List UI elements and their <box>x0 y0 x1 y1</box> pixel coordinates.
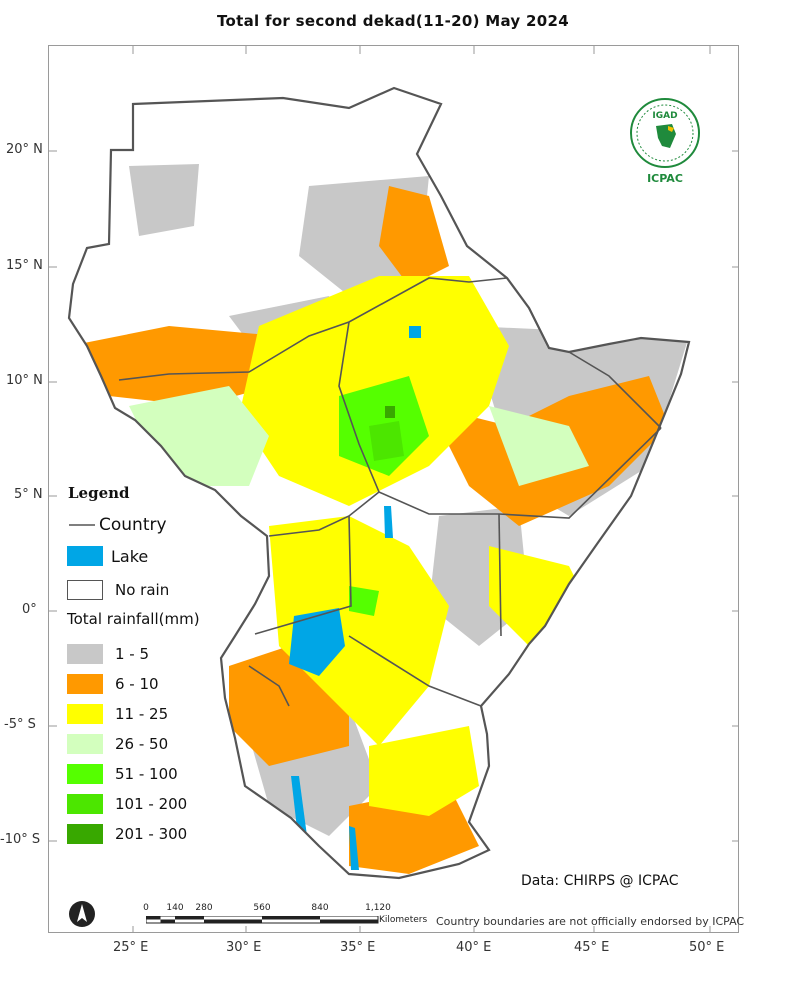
legend-country-label: Country <box>99 515 167 535</box>
class-label: 11 - 25 <box>115 705 169 723</box>
igad-logo-text: IGAD <box>652 111 677 121</box>
lon-label-45e: 45° E <box>574 940 610 955</box>
legend-lake-label: Lake <box>111 547 149 566</box>
lon-label-30e: 30° E <box>226 940 262 955</box>
logo-caption: ICPAC <box>647 172 683 185</box>
scale-tick: 1,120 <box>365 903 391 913</box>
lon-label-35e: 35° E <box>340 940 376 955</box>
boundary-disclaimer: Country boundaries are not officially en… <box>436 915 745 928</box>
north-arrow-icon <box>69 901 95 927</box>
class-swatch <box>67 704 103 724</box>
scale-bar-graphic <box>146 916 379 924</box>
class-swatch <box>67 734 103 754</box>
legend-rainfall-heading: Total rainfall(mm) <box>67 610 200 628</box>
class-swatch <box>67 764 103 784</box>
country-line-icon <box>69 524 95 526</box>
class-label: 6 - 10 <box>115 675 159 693</box>
lake-swatch <box>67 546 103 566</box>
class-label: 1 - 5 <box>115 645 150 663</box>
scale-tick: 280 <box>195 903 213 913</box>
class-swatch <box>67 794 103 814</box>
lat-label-5n: 5° N <box>14 487 43 502</box>
lon-label-25e: 25° E <box>113 940 149 955</box>
class-swatch <box>67 824 103 844</box>
rainfall-map <box>49 46 738 932</box>
lon-label-40e: 40° E <box>456 940 492 955</box>
lon-label-50e: 50° E <box>689 940 725 955</box>
scale-tick: 0 <box>143 903 149 913</box>
scale-bar: 0 140 280 560 840 1,120 Kilometers <box>140 903 440 929</box>
lat-label-15n: 15° N <box>6 258 43 273</box>
scale-unit: Kilometers <box>379 915 428 925</box>
class-swatch <box>67 674 103 694</box>
legend-no-rain-label: No rain <box>115 581 170 599</box>
legend-title: Legend <box>68 484 130 502</box>
lat-label-5s: -5° S <box>4 717 36 732</box>
map-title: Total for second dekad(11-20) May 2024 <box>217 12 569 30</box>
icpac-logo: IGAD <box>630 98 700 168</box>
class-swatch <box>67 644 103 664</box>
no-rain-swatch <box>67 580 103 600</box>
class-label: 201 - 300 <box>115 825 188 843</box>
lat-label-20n: 20° N <box>6 142 43 157</box>
class-label: 26 - 50 <box>115 735 169 753</box>
lat-label-10n: 10° N <box>6 373 43 388</box>
scale-tick: 140 <box>166 903 184 913</box>
lat-label-10s: -10° S <box>0 832 41 847</box>
lat-label-0: 0° <box>22 602 37 617</box>
data-source: Data: CHIRPS @ ICPAC <box>521 873 679 889</box>
class-label: 101 - 200 <box>115 795 188 813</box>
scale-tick: 840 <box>311 903 329 913</box>
class-label: 51 - 100 <box>115 765 178 783</box>
map-frame <box>48 45 739 933</box>
scale-tick: 560 <box>253 903 271 913</box>
